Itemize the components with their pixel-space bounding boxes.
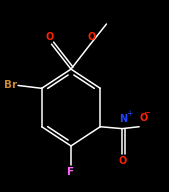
Text: O: O (119, 156, 127, 166)
Text: O: O (46, 32, 54, 42)
Text: N: N (119, 114, 127, 124)
Text: Br: Br (4, 80, 17, 90)
Text: +: + (126, 109, 132, 118)
Text: F: F (67, 167, 75, 177)
Text: O: O (140, 113, 148, 123)
Text: O: O (88, 32, 96, 42)
Text: −: − (143, 108, 150, 118)
